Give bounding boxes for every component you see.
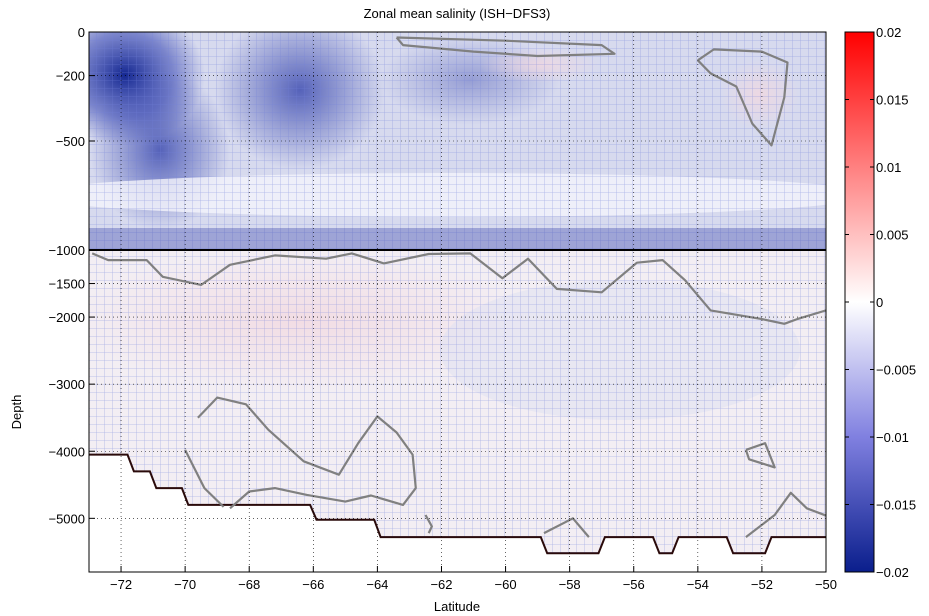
y-tick-label-upper: −1000 xyxy=(48,243,85,258)
y-tick-label-lower: −5000 xyxy=(48,511,85,526)
colorbar-tick-label: 0.015 xyxy=(876,93,909,108)
x-tick-label: −60 xyxy=(495,577,517,592)
zero-contour-line xyxy=(424,514,433,534)
x-tick-label: −64 xyxy=(366,577,388,592)
colorbar-tick-label: −0.005 xyxy=(876,363,916,378)
colorbar-ticks: 0.02 0.015 0.01 0.005 0 −0.005 −0.01 −0.015 −0.0… xyxy=(845,25,916,580)
zero-contour-line xyxy=(745,491,826,538)
zero-contour-line xyxy=(197,396,417,510)
y-axis-ticks-lower: −1500 −2000 −3000 −4000 −5000 xyxy=(48,277,95,526)
zero-contour-line xyxy=(543,517,590,538)
x-tick-label: −62 xyxy=(430,577,452,592)
upper-panel xyxy=(89,32,826,250)
colorbar-tick-label: 0 xyxy=(876,295,883,310)
colorbar-tick-label: 0.02 xyxy=(876,25,901,40)
y-tick-label-lower: −1500 xyxy=(48,277,85,292)
x-tick-label: −56 xyxy=(623,577,645,592)
y-tick-label-upper: 0 xyxy=(78,25,85,40)
colorbar-tick-label: −0.015 xyxy=(876,498,916,513)
colorbar-gradient xyxy=(844,31,875,573)
x-tick-label: −72 xyxy=(110,577,132,592)
x-tick-label: −70 xyxy=(174,577,196,592)
zero-contour-line xyxy=(395,36,616,58)
colorbar-tick-label: 0.01 xyxy=(876,160,901,175)
x-axis-label: Latitude xyxy=(434,599,480,614)
colorbar: 0.02 0.015 0.01 0.005 0 −0.005 −0.01 −0.015 −0.0… xyxy=(844,25,916,580)
zero-contour-line xyxy=(184,449,225,508)
x-axis-ticks: −72 −70 −68 −66 −64 −62 −60 −58 −56 −54 −52 −50 xyxy=(110,566,837,592)
colorbar-tick-label: −0.02 xyxy=(876,565,909,580)
y-axis-label: Depth xyxy=(9,395,24,430)
lower-panel xyxy=(89,250,826,572)
grid-lines xyxy=(89,32,827,572)
y-tick-label-lower: −2000 xyxy=(48,310,85,325)
y-tick-label-upper: −500 xyxy=(56,134,85,149)
bathymetry-mask xyxy=(89,454,826,572)
y-tick-label-upper: −200 xyxy=(56,69,85,84)
y-tick-label-lower: −3000 xyxy=(48,377,85,392)
zero-contour-line xyxy=(744,442,776,469)
x-tick-label: −54 xyxy=(687,577,709,592)
colorbar-tick-label: −0.01 xyxy=(876,430,909,445)
x-tick-label: −66 xyxy=(302,577,324,592)
colorbar-tick-label: 0.005 xyxy=(876,228,909,243)
y-tick-label-lower: −4000 xyxy=(48,444,85,459)
bathymetry-line xyxy=(89,453,826,555)
chart-title: Zonal mean salinity (ISH−DFS3) xyxy=(364,6,551,21)
zero-contour-line xyxy=(91,252,826,325)
x-tick-label: −58 xyxy=(559,577,581,592)
zero-contour-line xyxy=(697,48,789,147)
y-axis-ticks-upper: 0 −200 −500 −1000 xyxy=(48,25,95,258)
x-tick-label: −52 xyxy=(751,577,773,592)
x-tick-label: −68 xyxy=(238,577,260,592)
x-tick-label: −50 xyxy=(815,577,837,592)
upper-dense-rows xyxy=(89,228,826,250)
